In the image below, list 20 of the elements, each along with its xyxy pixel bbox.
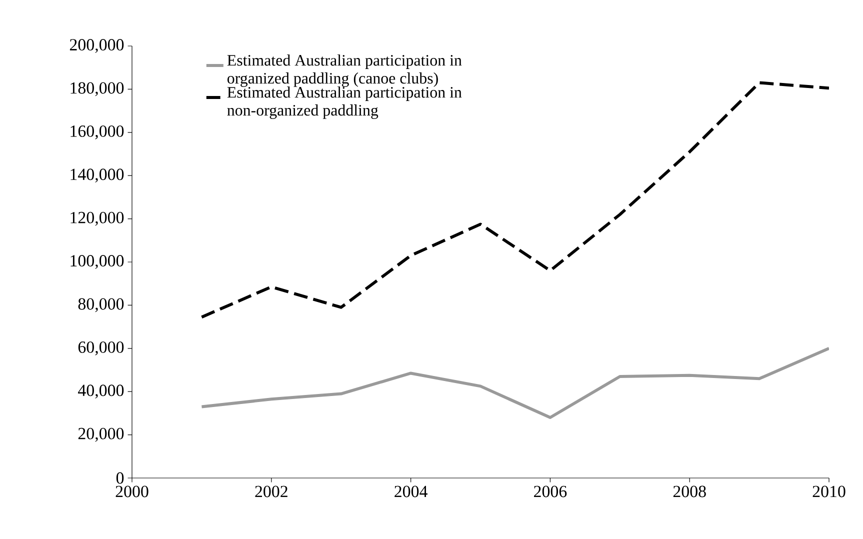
y-tick-label: 80,000 (78, 298, 124, 312)
y-tick-label: 100,000 (70, 255, 124, 269)
line-series (200, 346, 830, 420)
legend-label: Estimated Australian participation in organized paddling (canoe clubs) (227, 54, 462, 87)
x-tick-label: 2002 (255, 486, 288, 498)
y-tick-label: 180,000 (70, 82, 124, 96)
y-tick-label: 160,000 (70, 125, 124, 140)
x-tick-label: 2008 (673, 486, 706, 498)
x-tick-label: 2010 (812, 486, 846, 498)
y-tick-label: 140,000 (70, 168, 124, 183)
legend-label: Estimated Australian participation in non-organized paddling (227, 86, 462, 119)
y-tick-label: 40,000 (78, 384, 124, 399)
y-tick-label: 200,000 (70, 39, 124, 53)
y-tick-label: 120,000 (70, 212, 124, 226)
y-tick-label: 20,000 (78, 428, 124, 442)
x-tick-label: 2000 (116, 486, 148, 498)
y-tick-label: 0 (116, 472, 124, 484)
x-tick-label: 2006 (534, 486, 567, 498)
x-tick-label: 2004 (394, 486, 428, 498)
y-tick-label: 60,000 (78, 341, 124, 356)
